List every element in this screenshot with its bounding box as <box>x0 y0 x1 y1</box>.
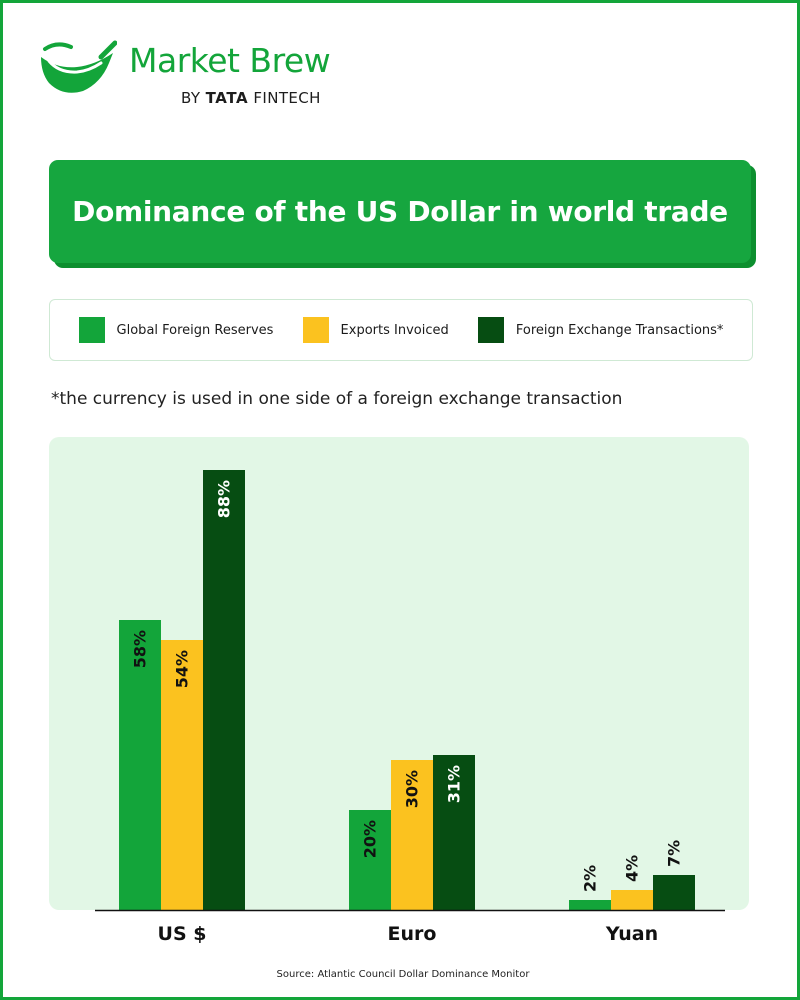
chart-title: Dominance of the US Dollar in world trad… <box>72 195 728 228</box>
data-label-yuan-series-2: 7% <box>665 840 684 867</box>
footnote: *the currency is used in one side of a f… <box>51 389 623 409</box>
bar-euro-series-0 <box>349 810 391 910</box>
legend-label-reserves: Global Foreign Reserves <box>116 322 274 338</box>
market-brew-logo: Market Brew BY TATA FINTECH <box>37 37 347 117</box>
byline-bold: TATA <box>205 89 249 107</box>
legend-swatch-reserves <box>78 317 105 343</box>
bar-chart: 58% 54% 88% US $ 20% 30% 31% Euro 2% 4% 7% Yuan <box>95 470 725 945</box>
brand-byline: BY TATA FINTECH <box>181 89 321 107</box>
title-banner: Dominance of the US Dollar in world trad… <box>49 160 751 263</box>
bar-us-series-0 <box>119 620 161 910</box>
data-label-us-series-2: 88% <box>215 480 234 518</box>
category-label-us: US $ <box>158 923 207 945</box>
bar-yuan-series-2 <box>653 875 695 910</box>
legend-item-reserves: Global Foreign Reserves <box>78 317 274 343</box>
category-label-euro: Euro <box>388 923 437 945</box>
bar-euro-series-1 <box>391 760 433 910</box>
data-label-euro-series-1: 30% <box>403 770 422 808</box>
data-label-euro-series-2: 31% <box>445 765 464 803</box>
data-label-us-series-1: 54% <box>173 650 192 688</box>
category-label-yuan: Yuan <box>605 923 658 945</box>
bar-yuan-series-0 <box>569 900 611 910</box>
legend-swatch-exports <box>302 317 329 343</box>
data-label-euro-series-0: 20% <box>361 820 380 858</box>
brand-name: Market Brew <box>129 41 331 80</box>
bar-yuan-series-1 <box>611 890 653 910</box>
legend-label-exports: Exports Invoiced <box>340 322 449 338</box>
byline-suffix: FINTECH <box>253 89 321 107</box>
chart-legend: Global Foreign Reserves Exports Invoiced… <box>49 299 753 361</box>
bar-us-series-1 <box>161 640 203 910</box>
data-label-yuan-series-1: 4% <box>623 855 642 882</box>
legend-item-fx: Foreign Exchange Transactions* <box>477 317 724 343</box>
source-note: Source: Atlantic Council Dollar Dominanc… <box>276 969 530 980</box>
bar-euro-series-2 <box>433 755 475 910</box>
legend-swatch-fx <box>477 317 504 343</box>
legend-item-exports: Exports Invoiced <box>302 317 449 343</box>
data-label-yuan-series-0: 2% <box>581 865 600 892</box>
legend-label-fx: Foreign Exchange Transactions* <box>515 322 724 338</box>
data-label-us-series-0: 58% <box>131 630 150 668</box>
cup-logo-icon <box>41 40 117 93</box>
byline-prefix: BY <box>181 89 201 107</box>
bar-us-series-2 <box>203 470 245 910</box>
